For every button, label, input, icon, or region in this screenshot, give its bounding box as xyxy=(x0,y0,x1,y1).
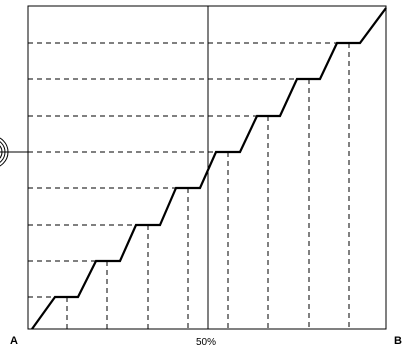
dial-icon xyxy=(0,137,28,167)
staircase-curve xyxy=(31,7,387,330)
label-50-percent: 50% xyxy=(196,337,216,347)
plot-frame xyxy=(27,5,387,330)
label-b: B xyxy=(394,335,402,347)
label-a: A xyxy=(10,335,18,347)
vertical-guides xyxy=(66,43,350,329)
horizontal-guides xyxy=(28,42,338,298)
